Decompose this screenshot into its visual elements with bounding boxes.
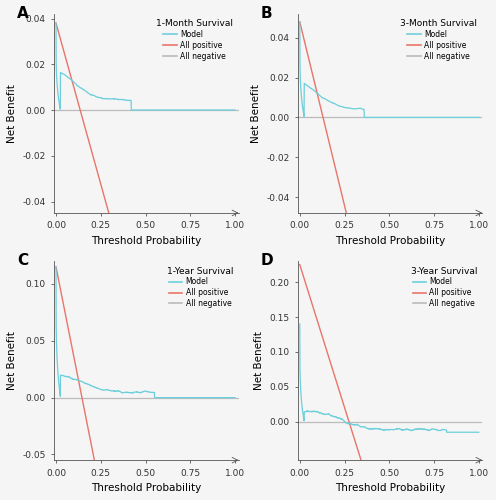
X-axis label: Threshold Probability: Threshold Probability	[91, 236, 201, 246]
Legend: Model, All positive, All negative: Model, All positive, All negative	[165, 265, 235, 310]
Legend: Model, All positive, All negative: Model, All positive, All negative	[155, 18, 235, 62]
Legend: Model, All positive, All negative: Model, All positive, All negative	[398, 18, 479, 62]
X-axis label: Threshold Probability: Threshold Probability	[91, 483, 201, 493]
Legend: Model, All positive, All negative: Model, All positive, All negative	[409, 265, 479, 310]
X-axis label: Threshold Probability: Threshold Probability	[335, 236, 445, 246]
Y-axis label: Net Benefit: Net Benefit	[254, 331, 264, 390]
X-axis label: Threshold Probability: Threshold Probability	[335, 483, 445, 493]
Y-axis label: Net Benefit: Net Benefit	[251, 84, 261, 143]
Y-axis label: Net Benefit: Net Benefit	[7, 84, 17, 143]
Text: C: C	[17, 253, 28, 268]
Y-axis label: Net Benefit: Net Benefit	[7, 331, 17, 390]
Text: A: A	[17, 6, 29, 21]
Text: D: D	[261, 253, 274, 268]
Text: B: B	[261, 6, 273, 21]
